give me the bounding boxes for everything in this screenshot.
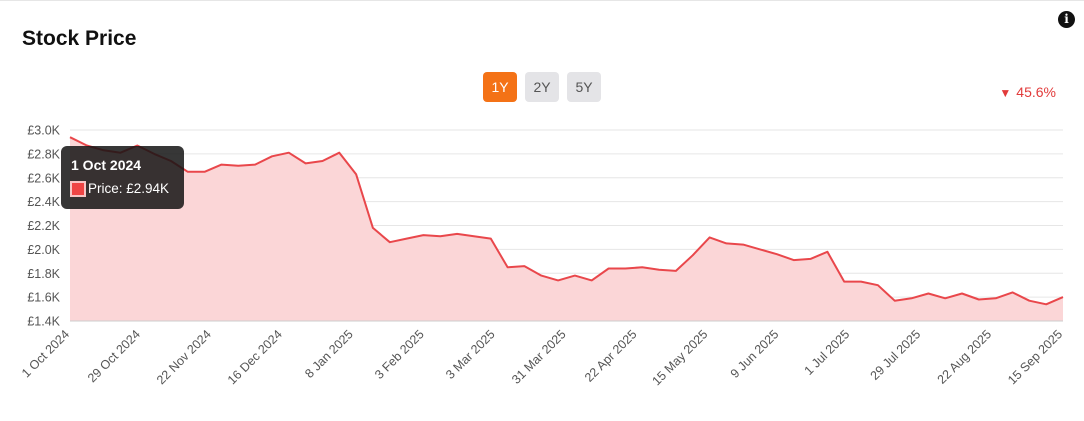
chart-tooltip: 1 Oct 2024 Price: £2.94K — [61, 146, 184, 209]
x-tick-label: 16 Dec 2024 — [225, 327, 285, 387]
tooltip-value: Price: £2.94K — [88, 181, 170, 196]
x-tick-label: 8 Jan 2025 — [302, 327, 356, 381]
tooltip-date: 1 Oct 2024 — [71, 157, 142, 173]
x-tick-label: 31 Mar 2025 — [509, 327, 569, 387]
x-tick-label: 22 Aug 2025 — [935, 327, 995, 387]
y-tick-label: £1.4K — [27, 315, 60, 329]
y-tick-label: £2.4K — [27, 195, 60, 209]
range-5y-button[interactable]: 5Y — [567, 72, 601, 102]
range-2y-button[interactable]: 2Y — [525, 72, 559, 102]
range-1y-button[interactable]: 1Y — [483, 72, 517, 102]
tooltip-swatch — [70, 181, 86, 197]
info-icon[interactable]: i — [1058, 11, 1075, 28]
x-tick-label: 29 Jul 2025 — [868, 327, 924, 383]
down-triangle-icon: ▼ — [999, 86, 1012, 100]
price-line — [69, 136, 1064, 306]
price-area — [70, 137, 1063, 321]
y-tick-label: £2.2K — [27, 219, 60, 233]
price-change-value: 45.6% — [1016, 84, 1056, 100]
x-tick-label: 1 Oct 2024 — [19, 327, 72, 380]
price-change: ▼ 45.6% — [999, 84, 1056, 100]
y-tick-label: £1.6K — [27, 291, 60, 305]
x-tick-label: 9 Jun 2025 — [728, 327, 782, 381]
range-selector: 1Y 2Y 5Y — [483, 72, 601, 102]
y-tick-label: £2.6K — [27, 171, 60, 185]
x-axis-labels: 1 Oct 2024 29 Oct 2024 22 Nov 2024 16 Dec 2… — [19, 327, 1065, 388]
top-divider — [0, 0, 1084, 1]
x-tick-label: 3 Mar 2025 — [443, 327, 498, 382]
y-tick-label: £2.0K — [27, 243, 60, 257]
y-axis-labels: £1.4K £1.6K £1.8K £2.0K £2.2K £2.4K £2.6K £2.8K… — [27, 124, 60, 329]
y-tick-label: £2.8K — [27, 147, 60, 161]
x-tick-label: 22 Nov 2024 — [154, 327, 214, 387]
y-tick-label: £3.0K — [27, 124, 60, 138]
x-tick-label: 15 May 2025 — [649, 327, 710, 388]
y-tick-label: £1.8K — [27, 267, 60, 281]
x-tick-label: 22 Apr 2025 — [582, 327, 640, 385]
x-tick-label: 29 Oct 2024 — [85, 327, 143, 385]
x-tick-label: 1 Jul 2025 — [802, 327, 853, 378]
x-tick-label: 15 Sep 2025 — [1005, 327, 1065, 387]
x-tick-label: 3 Feb 2025 — [372, 327, 427, 382]
page-title: Stock Price — [22, 27, 137, 50]
